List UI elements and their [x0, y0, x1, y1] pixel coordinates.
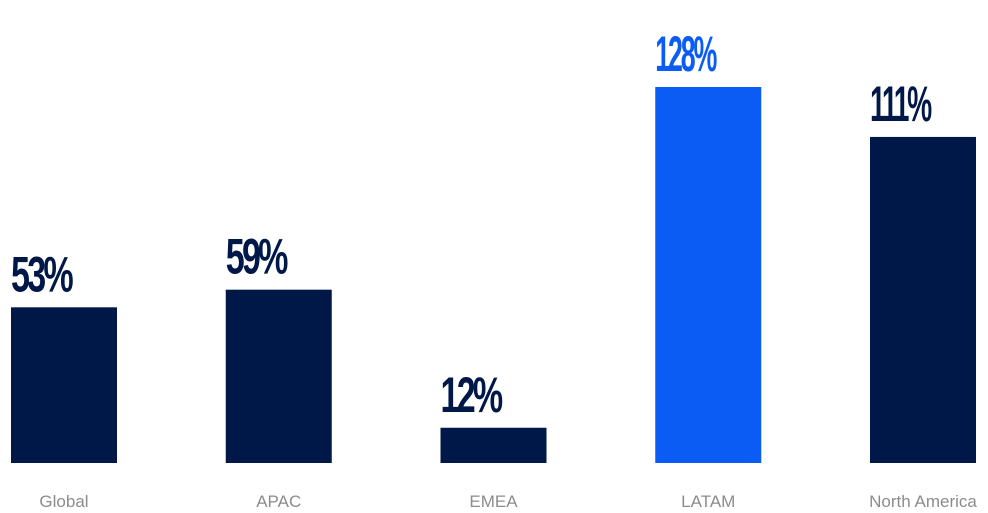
category-label-north-america: North America	[869, 492, 977, 511]
value-labels-group: 53% 59% 12% 128% 111%	[11, 26, 936, 423]
category-label-latam: LATAM	[681, 492, 735, 511]
value-label-emea: 12%	[441, 367, 503, 423]
bar-apac	[225, 289, 332, 463]
value-label-apac: 59%	[226, 229, 288, 285]
bars-group	[11, 87, 976, 463]
bar-north-america	[870, 136, 976, 463]
value-label-north-america: 111%	[870, 76, 932, 132]
category-label-emea: EMEA	[469, 492, 518, 511]
value-label-latam: 128%	[655, 26, 717, 82]
bar-latam	[655, 87, 762, 463]
category-labels-group: Global APAC EMEA LATAM North America	[39, 492, 977, 511]
category-label-apac: APAC	[256, 492, 301, 511]
value-label-global: 53%	[11, 246, 73, 302]
bar-emea	[440, 427, 547, 463]
bar-global	[11, 307, 117, 463]
category-label-global: Global	[39, 492, 88, 511]
